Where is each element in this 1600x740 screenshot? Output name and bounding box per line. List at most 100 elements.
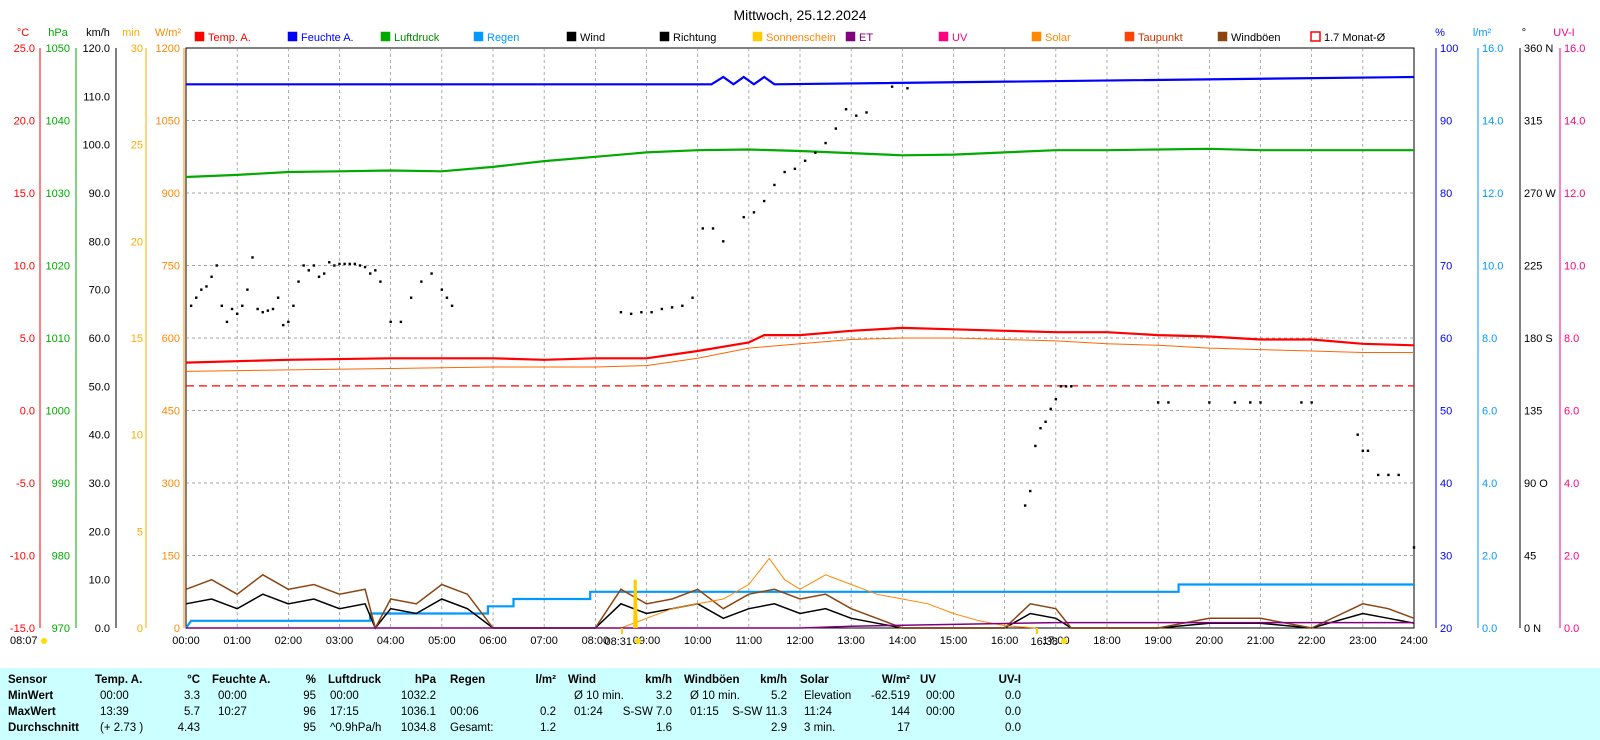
series-richtung-point bbox=[317, 275, 321, 278]
series-richtung-point bbox=[660, 307, 664, 311]
series-temp-a bbox=[185, 326, 1415, 364]
series-richtung-point bbox=[1259, 401, 1262, 404]
summary-cell: 17 bbox=[897, 722, 910, 734]
axis-tick-left: 20 bbox=[131, 236, 143, 248]
axis-tick-left: 1030 bbox=[46, 188, 70, 200]
chart-title: Mittwoch, 25.12.2024 bbox=[733, 7, 866, 23]
summary-cell: 0.2 bbox=[540, 706, 556, 718]
axis-tick-left: 30.0 bbox=[89, 478, 110, 490]
axis-tick-right: 270 W bbox=[1524, 188, 1556, 200]
series-richtung-point bbox=[312, 264, 316, 267]
summary-cell: 00:00 bbox=[330, 690, 359, 702]
summary-header: Solar bbox=[800, 674, 829, 686]
axis-unit-right: % bbox=[1435, 27, 1445, 39]
summary-cell: 5.2 bbox=[771, 690, 787, 702]
axis-tick-left: 900 bbox=[162, 188, 180, 200]
series-richtung-point bbox=[701, 227, 704, 230]
summary-cell: 11:24 bbox=[804, 706, 832, 718]
summary-header: Temp. A. bbox=[95, 674, 143, 686]
axis-tick-right: 8.0 bbox=[1564, 333, 1579, 345]
series-richtung-point bbox=[865, 111, 868, 114]
x-tick-label: 13:00 bbox=[837, 635, 865, 647]
series-richtung-point bbox=[353, 262, 357, 266]
summary-cell: 95 bbox=[303, 690, 316, 702]
legend-label: Luftdruck bbox=[394, 32, 440, 44]
series-richtung-point bbox=[246, 288, 249, 291]
series-richtung-point bbox=[1069, 385, 1073, 388]
x-tick-label: 00:00 bbox=[172, 635, 200, 647]
x-tick-label: 20:00 bbox=[1196, 635, 1224, 647]
series-richtung-point bbox=[343, 262, 346, 266]
summary-cell: 01:15 bbox=[690, 706, 719, 718]
summary-cell: 4.43 bbox=[177, 722, 200, 734]
summary-cell: 144 bbox=[890, 706, 910, 718]
summary-header: UV bbox=[920, 674, 936, 686]
summary-row-label: MaxWert bbox=[8, 706, 56, 718]
axis-unit-left: hPa bbox=[48, 27, 68, 39]
axis-tick-left: 1200 bbox=[156, 43, 180, 55]
axis-tick-left: 60.0 bbox=[89, 333, 110, 345]
series-richtung-point bbox=[650, 311, 653, 314]
axis-tick-left: 25 bbox=[131, 140, 143, 152]
axis-tick-right: 30 bbox=[1440, 551, 1452, 563]
x-tick-label: 03:00 bbox=[326, 635, 354, 647]
series-richtung-point bbox=[333, 264, 336, 267]
legend-swatch bbox=[1124, 31, 1135, 42]
series-richtung-point bbox=[282, 323, 285, 327]
series-richtung-point bbox=[235, 312, 239, 316]
sunrise-dot bbox=[41, 638, 47, 644]
axis-tick-left: 600 bbox=[162, 333, 180, 345]
axis-tick-left: 15.0 bbox=[14, 188, 35, 200]
axis-tick-right: 50 bbox=[1440, 406, 1452, 418]
series-richtung-point bbox=[793, 167, 797, 171]
x-tick-label: 09:00 bbox=[633, 635, 661, 647]
x-tick-label: 16:00 bbox=[991, 635, 1019, 647]
axis-tick-left: -15.0 bbox=[10, 623, 35, 635]
x-tick-label: 05:00 bbox=[428, 635, 456, 647]
summary-cell: 0.0 bbox=[1005, 706, 1021, 718]
series-richtung-point bbox=[450, 304, 454, 307]
legend-label: Solar bbox=[1045, 32, 1071, 44]
series-richtung-point bbox=[241, 304, 244, 307]
axis-tick-left: -5.0 bbox=[16, 478, 35, 490]
legend-swatch bbox=[1031, 31, 1042, 42]
summary-row-label: MinWert bbox=[8, 690, 54, 702]
axis-tick-left: 10.0 bbox=[14, 261, 35, 273]
axis-tick-right: 80 bbox=[1440, 188, 1452, 200]
series-richtung-point bbox=[266, 309, 270, 312]
series-richtung-point bbox=[261, 311, 264, 314]
summary-cell: Ø 10 min. bbox=[690, 690, 740, 702]
summary-cell: ^0.9hPa/h bbox=[330, 722, 382, 734]
x-tick-label: 06:00 bbox=[479, 635, 507, 647]
axis-tick-right: 45 bbox=[1524, 551, 1536, 563]
axis-tick-right: 14.0 bbox=[1482, 116, 1503, 128]
series-richtung-point bbox=[722, 240, 725, 243]
series-richtung-point bbox=[1167, 401, 1170, 404]
series-richtung-point bbox=[1356, 433, 1359, 436]
x-tick-label: 11:00 bbox=[735, 635, 762, 647]
series-windb-en bbox=[185, 573, 1415, 631]
axis-unit-right: l/m² bbox=[1473, 27, 1492, 39]
axis-tick-right: 180 S bbox=[1524, 333, 1553, 345]
series-richtung-point bbox=[215, 264, 218, 267]
legend-label: 1.7 Monat-Ø bbox=[1324, 32, 1386, 44]
axes: °C 25.0 20.0 15.0 10.0 5.0 0.0 -5.0 -10.0 -15.0 hP… bbox=[10, 27, 1586, 647]
x-tick-label: 14:00 bbox=[889, 635, 917, 647]
sunset-icon bbox=[1061, 638, 1067, 644]
axis-tick-left: 20.0 bbox=[89, 526, 110, 538]
legend-swatch bbox=[845, 31, 856, 42]
summary-cell: 01:24 bbox=[574, 706, 603, 718]
series-richtung-point bbox=[803, 159, 807, 162]
axis-tick-left: 450 bbox=[162, 406, 180, 418]
summary-header: Luftdruck bbox=[328, 674, 382, 686]
axis-tick-right: 70 bbox=[1440, 261, 1452, 273]
series-richtung-point bbox=[420, 280, 423, 283]
axis-unit-right: UV-I bbox=[1553, 27, 1574, 39]
series-richtung-point bbox=[220, 304, 224, 307]
summary-header: km/h bbox=[760, 674, 787, 686]
legend-swatch bbox=[194, 31, 205, 42]
series-richtung-point bbox=[256, 307, 259, 311]
axis-tick-left: 150 bbox=[162, 551, 180, 563]
summary-cell: 96 bbox=[303, 706, 316, 718]
series-richtung-point bbox=[440, 288, 444, 291]
